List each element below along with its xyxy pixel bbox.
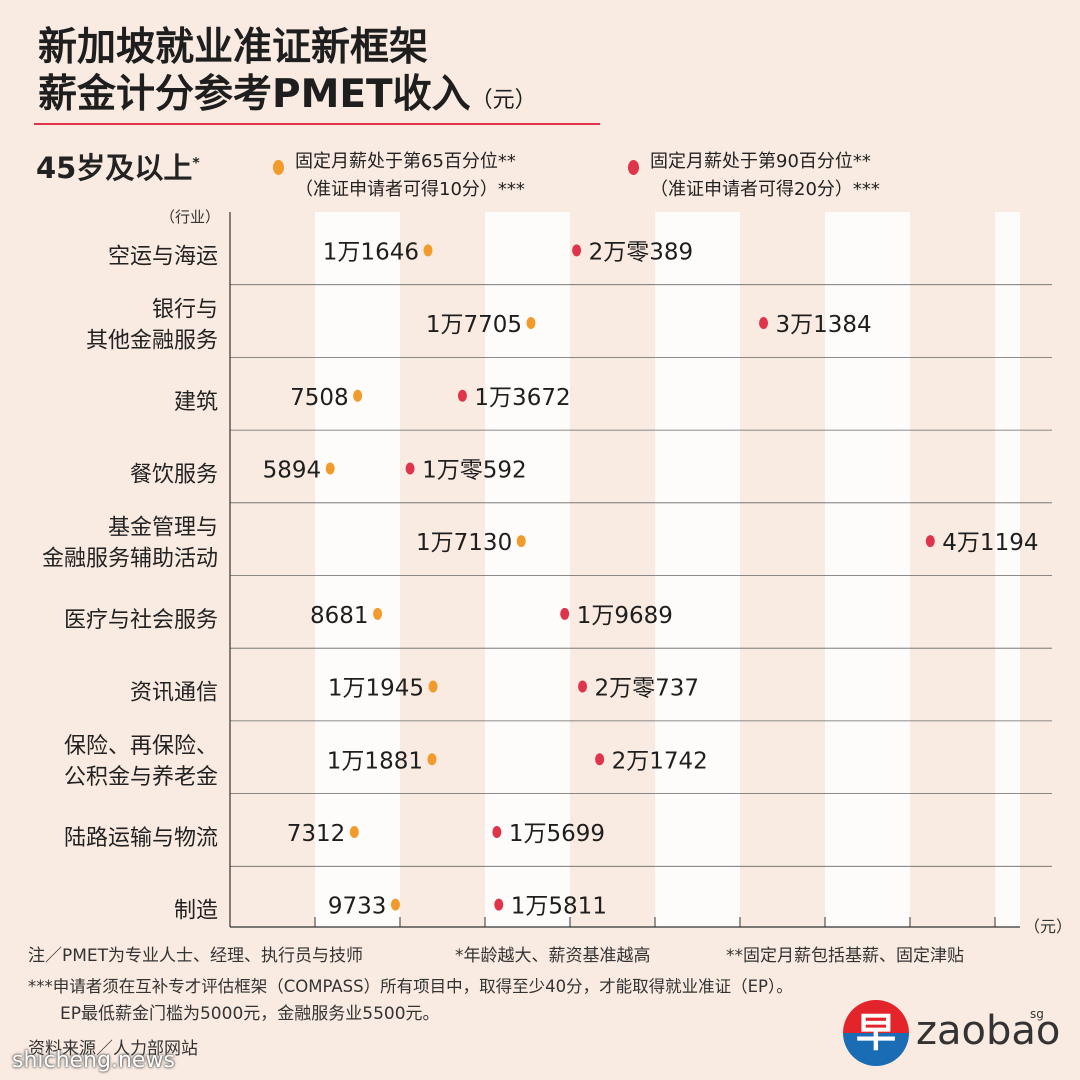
note-ep-threshold: EP最低薪金门槛为5000元，金融服务业5500元。 bbox=[60, 1004, 440, 1024]
p90-point bbox=[492, 825, 502, 838]
p65-point bbox=[353, 389, 363, 402]
grid-band bbox=[485, 212, 570, 927]
p90-point bbox=[925, 535, 935, 548]
p90-value-label: 3万1384 bbox=[776, 312, 872, 338]
p65-point bbox=[423, 244, 433, 257]
p90-point bbox=[457, 389, 467, 402]
chart-title-line2-text: 薪金计分参考PMET收入 bbox=[38, 72, 471, 117]
legend-dot-p65 bbox=[273, 160, 284, 175]
p65-point bbox=[516, 535, 526, 548]
age-group-label: 45岁及以上* bbox=[36, 145, 200, 187]
p65-value-label: 9733 bbox=[328, 894, 387, 920]
legend-item-p90: 固定月薪处于第90百分位** （准证申请者可得20分）*** bbox=[628, 148, 880, 204]
grid-band bbox=[995, 212, 1020, 927]
grid-band bbox=[825, 212, 910, 927]
title-divider bbox=[34, 123, 600, 125]
category-label: 基金管理与 bbox=[108, 516, 218, 541]
p65-point bbox=[526, 317, 536, 330]
p65-point bbox=[373, 607, 383, 620]
p90-point bbox=[560, 607, 570, 620]
category-label: 保险、再保险、 bbox=[64, 734, 218, 759]
p65-value-label: 1万1945 bbox=[328, 676, 424, 702]
category-label: 制造 bbox=[174, 899, 218, 924]
p90-point bbox=[759, 317, 769, 330]
category-label: 银行与 bbox=[152, 298, 218, 323]
category-label: 其他金融服务 bbox=[86, 329, 218, 354]
p65-point bbox=[325, 462, 335, 475]
p65-point bbox=[427, 753, 437, 766]
grid-band bbox=[315, 212, 400, 927]
note-age: *年龄越大、薪资基准越高 bbox=[455, 946, 651, 966]
p90-value-label: 2万零737 bbox=[595, 676, 700, 702]
legend-p90-line1: 固定月薪处于第90百分位** bbox=[650, 151, 871, 172]
p90-value-label: 1万5699 bbox=[509, 821, 605, 847]
legend-p90-line2: （准证申请者可得20分）*** bbox=[650, 179, 880, 200]
p90-value-label: 2万1742 bbox=[612, 748, 708, 774]
age-group-footnote-mark: * bbox=[192, 155, 200, 172]
zaobao-logo-suffix: sg bbox=[1030, 1007, 1044, 1021]
legend-p65-line1: 固定月薪处于第65百分位** bbox=[295, 151, 516, 172]
p90-value-label: 1万5811 bbox=[511, 894, 607, 920]
p90-value-label: 4万1194 bbox=[942, 530, 1038, 556]
legend-p65-line2: （准证申请者可得10分）*** bbox=[295, 179, 525, 200]
p90-point bbox=[494, 898, 504, 911]
p65-point bbox=[428, 680, 438, 693]
category-label: 医疗与社会服务 bbox=[64, 608, 218, 633]
legend-dot-p90 bbox=[628, 160, 639, 175]
p65-point bbox=[390, 898, 400, 911]
p65-point bbox=[349, 825, 359, 838]
p90-point bbox=[578, 680, 588, 693]
category-label: 公积金与养老金 bbox=[64, 765, 218, 790]
p90-point bbox=[405, 462, 415, 475]
category-label: 金融服务辅助活动 bbox=[42, 547, 218, 572]
p65-value-label: 1万7130 bbox=[416, 530, 512, 556]
category-label: 餐饮服务 bbox=[130, 462, 218, 487]
chart-title-line1: 新加坡就业准证新框架 bbox=[38, 25, 429, 70]
p65-value-label: 8681 bbox=[310, 603, 369, 629]
p90-value-label: 1万3672 bbox=[474, 385, 570, 411]
category-label: 资讯通信 bbox=[130, 681, 218, 706]
category-label: 空运与海运 bbox=[108, 244, 218, 269]
p65-value-label: 7312 bbox=[287, 821, 346, 847]
category-label: 陆路运输与物流 bbox=[64, 826, 218, 851]
watermark: shicheng.news bbox=[12, 1048, 175, 1073]
p90-value-label: 1万9689 bbox=[577, 603, 673, 629]
p65-value-label: 5894 bbox=[263, 457, 322, 483]
category-label: 建筑 bbox=[174, 390, 218, 415]
zaobao-logo-text: zaobao bbox=[916, 1008, 1061, 1054]
note-pmet: 注／PMET为专业人士、经理、执行员与技师 bbox=[28, 946, 364, 966]
p65-value-label: 1万7705 bbox=[426, 312, 522, 338]
chart-title-unit: （元） bbox=[470, 88, 537, 113]
x-axis-unit: （元） bbox=[1024, 917, 1073, 936]
note-compass: ***申请者须在互补专才评估框架（COMPASS）所有项目中，取得至少40分，才… bbox=[28, 977, 793, 996]
age-group-text: 45岁及以上 bbox=[36, 151, 193, 185]
y-axis-title: （行业） bbox=[160, 208, 221, 226]
legend-item-p65: 固定月薪处于第65百分位** （准证申请者可得10分）*** bbox=[273, 148, 525, 204]
chart-title-line2: 薪金计分参考PMET收入（元） bbox=[38, 72, 537, 124]
source-note: 资料来源／人力部网站 bbox=[28, 1039, 198, 1059]
p65-value-label: 1万1881 bbox=[327, 748, 423, 774]
p65-value-label: 7508 bbox=[290, 385, 349, 411]
p90-value-label: 1万零592 bbox=[422, 457, 527, 483]
p65-value-label: 1万1646 bbox=[323, 239, 419, 265]
p90-point bbox=[595, 753, 605, 766]
p90-value-label: 2万零389 bbox=[589, 239, 694, 265]
zaobao-logo-icon: 早 bbox=[843, 1000, 909, 1066]
note-fixed-salary: **固定月薪包括基薪、固定津贴 bbox=[726, 946, 964, 966]
p90-point bbox=[572, 244, 582, 257]
grid-band bbox=[655, 212, 740, 927]
